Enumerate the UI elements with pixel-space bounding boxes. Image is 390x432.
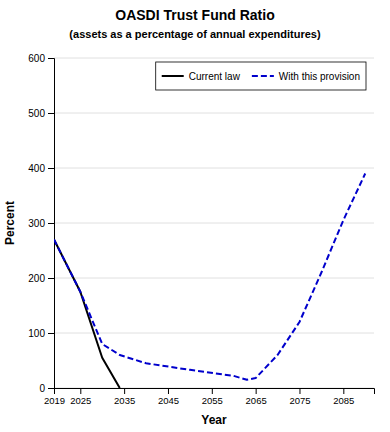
y-tick-label: 200: [28, 273, 45, 284]
legend-label: Current law: [189, 71, 241, 82]
legend: Current law With this provision: [156, 62, 366, 90]
y-tick-label: 500: [28, 108, 45, 119]
legend-entry: Current law: [162, 71, 241, 82]
grid-line: [54, 333, 374, 334]
x-tick-mark: [212, 388, 213, 394]
y-tick: 0: [39, 383, 54, 394]
y-tick: 100: [28, 328, 54, 339]
x-tick: 2075: [289, 388, 310, 406]
x-tick: 2065: [246, 388, 267, 406]
y-tick-mark: [48, 333, 54, 334]
x-tick: 2085: [333, 388, 354, 406]
x-axis-line: [55, 389, 375, 395]
x-tick-mark: [124, 388, 125, 394]
x-tick: 2045: [158, 388, 179, 406]
y-tick-mark: [48, 58, 54, 59]
y-grid: [54, 58, 374, 388]
x-axis-title: Year: [201, 413, 227, 427]
y-tick: 200: [28, 273, 54, 284]
x-axis: 2019 2025 2035 2045 2055 2065 2075 2085: [44, 388, 375, 406]
y-tick-label: 400: [28, 163, 45, 174]
legend-label: With this provision: [279, 71, 360, 82]
y-axis: 0 100 200 300 400 500 600: [28, 53, 54, 394]
legend-swatch: [252, 75, 274, 77]
y-tick-label: 0: [39, 383, 45, 394]
x-tick-label: 2075: [289, 395, 310, 406]
title: OASDI Trust Fund Ratio: [115, 7, 274, 23]
y-tick: 600: [28, 53, 54, 64]
x-tick-label: 2045: [158, 395, 179, 406]
y-tick-mark: [48, 113, 54, 114]
grid-line: [54, 223, 374, 224]
y-tick-mark: [48, 168, 54, 169]
y-tick: 500: [28, 108, 54, 119]
x-tick-mark: [343, 388, 344, 394]
y-tick-mark: [48, 388, 54, 389]
x-tick-label: 2035: [114, 395, 135, 406]
x-tick: 2055: [202, 388, 223, 406]
grid-line: [54, 278, 374, 279]
x-tick-label: 2085: [333, 395, 354, 406]
y-tick-label: 600: [28, 53, 45, 64]
x-tick-mark: [256, 388, 257, 394]
y-axis-line: [48, 59, 55, 389]
y-tick: 300: [28, 218, 54, 229]
y-tick: 400: [28, 163, 54, 174]
y-tick-label: 100: [28, 328, 45, 339]
chart-svg: OASDI Trust Fund Ratio (assets as a perce…: [0, 0, 390, 432]
x-tick-label: 2055: [202, 395, 223, 406]
chart-container: OASDI Trust Fund Ratio (assets as a perce…: [0, 0, 390, 432]
plot-area: [54, 174, 365, 389]
y-axis-title: Percent: [3, 201, 17, 245]
legend-swatch: [162, 75, 184, 77]
legend-box: [156, 62, 366, 90]
x-tick-mark: [80, 388, 81, 394]
subtitle: (assets as a percentage of annual expend…: [69, 28, 321, 40]
legend-entry: With this provision: [252, 71, 360, 82]
x-tick-mark: [168, 388, 169, 394]
x-tick: 2019: [44, 388, 65, 406]
x-tick-label: 2019: [44, 395, 65, 406]
y-tick-mark: [48, 278, 54, 279]
x-tick: 2035: [114, 388, 135, 406]
y-tick-mark: [48, 223, 54, 224]
grid-line: [54, 113, 374, 114]
x-tick-mark: [299, 388, 300, 394]
series-line: [54, 174, 365, 380]
grid-line: [54, 58, 374, 59]
x-tick-label: 2065: [246, 395, 267, 406]
grid-line: [54, 168, 374, 169]
x-tick-label: 2025: [70, 395, 91, 406]
series-line: [54, 240, 120, 389]
x-tick: 2025: [70, 388, 91, 406]
y-tick-label: 300: [28, 218, 45, 229]
